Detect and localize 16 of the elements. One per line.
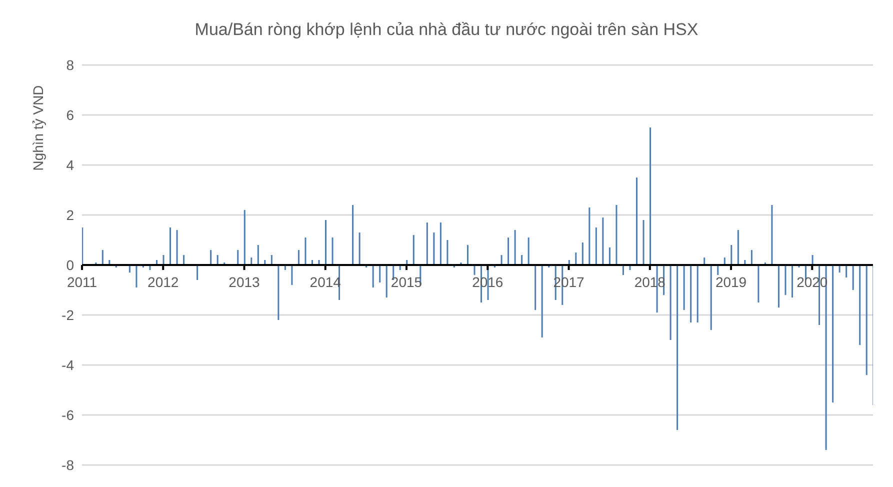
y-tick-label: 4 [66,156,74,173]
y-axis-title: Nghìn tỷ VND [30,85,46,171]
y-tick-label: -2 [62,306,74,323]
y-tick-label: 2 [66,206,74,223]
x-tick-label: 2011 [66,274,98,290]
x-tick-label: 2019 [715,274,747,290]
y-tick-label: -6 [62,406,74,423]
y-tick-label: 8 [66,56,74,73]
chart-title: Mua/Bán ròng khớp lệnh của nhà đầu tư nước ngoài trên sàn HSX [194,20,700,40]
y-tick-label: 0 [66,256,74,273]
y-tick-label: -8 [62,456,74,473]
y-tick-label: 6 [66,106,74,123]
y-tick-label: -4 [62,356,74,373]
x-tick-label: 2015 [390,274,422,290]
x-tick-label: 2013 [228,274,260,290]
x-tick-label: 2012 [148,274,179,290]
